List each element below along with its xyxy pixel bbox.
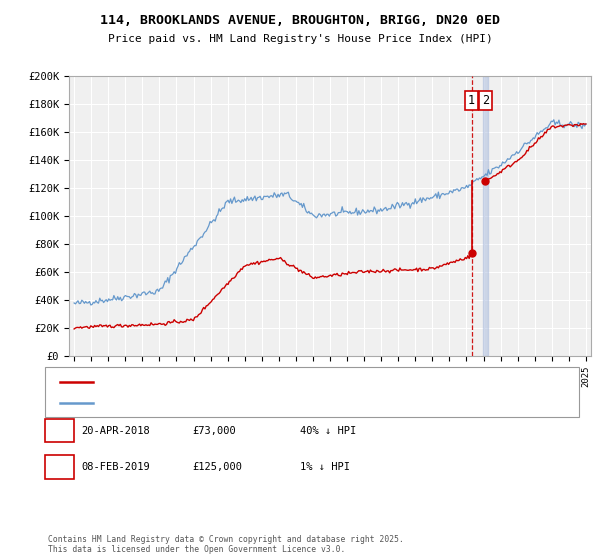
- Text: 20-APR-2018: 20-APR-2018: [81, 426, 150, 436]
- Bar: [482, 76, 488, 356]
- Text: 114, BROOKLANDS AVENUE, BROUGHTON, BRIGG, DN20 0ED (semi-detached house): 114, BROOKLANDS AVENUE, BROUGHTON, BRIGG…: [99, 377, 477, 386]
- Text: 2: 2: [56, 462, 63, 472]
- Text: HPI: Average price, semi-detached house, North Lincolnshire: HPI: Average price, semi-detached house,…: [99, 399, 409, 408]
- Text: 40% ↓ HPI: 40% ↓ HPI: [300, 426, 356, 436]
- Text: 114, BROOKLANDS AVENUE, BROUGHTON, BRIGG, DN20 0ED: 114, BROOKLANDS AVENUE, BROUGHTON, BRIGG…: [100, 14, 500, 27]
- Text: £73,000: £73,000: [192, 426, 236, 436]
- Text: 1: 1: [468, 94, 475, 108]
- Text: Contains HM Land Registry data © Crown copyright and database right 2025.
This d: Contains HM Land Registry data © Crown c…: [48, 535, 404, 554]
- Text: £125,000: £125,000: [192, 462, 242, 472]
- Text: Price paid vs. HM Land Registry's House Price Index (HPI): Price paid vs. HM Land Registry's House …: [107, 34, 493, 44]
- Text: 2: 2: [482, 94, 489, 108]
- Text: 08-FEB-2019: 08-FEB-2019: [81, 462, 150, 472]
- Text: 1% ↓ HPI: 1% ↓ HPI: [300, 462, 350, 472]
- Text: 1: 1: [56, 426, 63, 436]
